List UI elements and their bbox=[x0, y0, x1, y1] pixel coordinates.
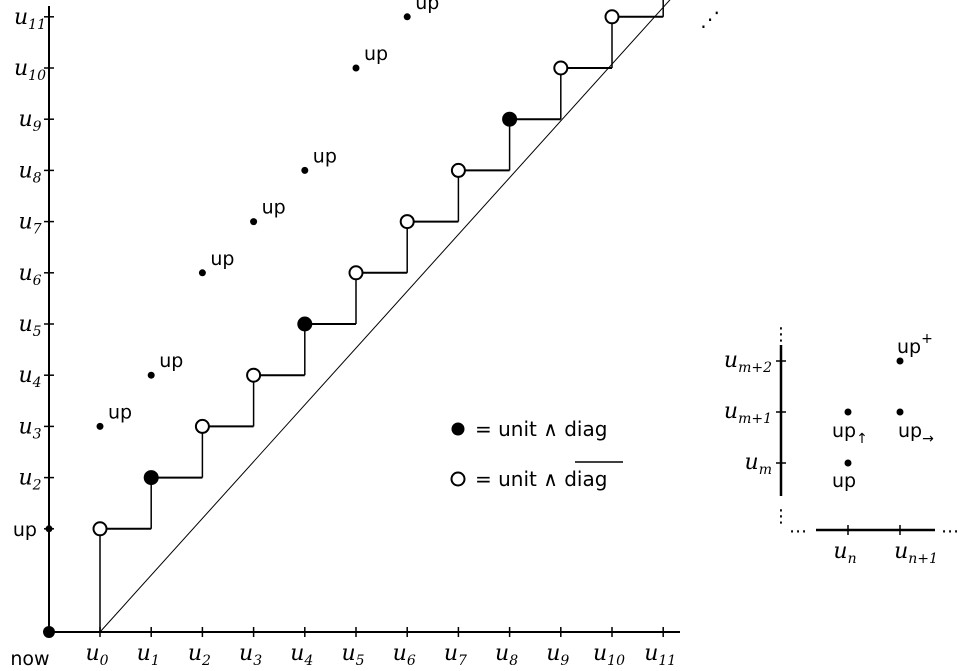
up-dot bbox=[45, 525, 53, 533]
x-tick-label: u6 bbox=[393, 641, 416, 669]
y-tick-label: u2 bbox=[18, 466, 41, 494]
up-dot bbox=[147, 371, 155, 379]
x-tick-label: u5 bbox=[341, 641, 364, 669]
filled-point bbox=[143, 470, 159, 486]
inset-vdots-top: ⋮ bbox=[772, 324, 790, 345]
inset-up-plus-dot bbox=[896, 357, 904, 365]
up-dot-label: up bbox=[108, 401, 132, 423]
y-tick-label: u5 bbox=[18, 312, 41, 340]
y-tick-label: u9 bbox=[18, 107, 41, 135]
up-dot-label: up bbox=[159, 350, 183, 372]
up-dot-label: up bbox=[415, 0, 439, 14]
filled-point bbox=[502, 111, 518, 127]
inset-up-plus-label: up+ bbox=[897, 331, 933, 358]
inset-up-up-dot bbox=[844, 408, 852, 416]
y-label-up: up bbox=[13, 519, 37, 541]
inset-up-dot bbox=[844, 459, 852, 467]
up-dot bbox=[96, 422, 104, 430]
up-dot bbox=[301, 166, 309, 174]
hollow-point bbox=[246, 367, 262, 383]
x-tick-label: u8 bbox=[495, 641, 518, 669]
inset-y-label: um+2 bbox=[724, 348, 772, 376]
up-dot-label: up bbox=[210, 248, 234, 270]
diagonal-ellipsis: ⋰ bbox=[700, 7, 720, 31]
origin-label: now bbox=[10, 648, 49, 670]
main-axes bbox=[43, 6, 680, 638]
hollow-point bbox=[604, 9, 620, 25]
x-tick-label: u11 bbox=[644, 641, 676, 669]
main-diagonal: ⋰ bbox=[99, 0, 720, 633]
inset-up-right-label: up→ bbox=[898, 420, 934, 447]
x-tick-label: u4 bbox=[290, 641, 313, 669]
legend-hollow-marker bbox=[450, 471, 466, 487]
up-dot bbox=[352, 64, 360, 72]
legend-filled-marker bbox=[451, 422, 465, 436]
y-tick-label: u6 bbox=[18, 261, 41, 289]
hollow-point bbox=[348, 265, 364, 281]
inset-y-label: um bbox=[745, 450, 772, 478]
inset-hdots-left: ⋯ bbox=[789, 521, 807, 542]
inset-up-right-dot bbox=[896, 408, 904, 416]
inset-x-label: un bbox=[833, 539, 856, 567]
y-tick-label: u11 bbox=[14, 5, 46, 33]
up-dot bbox=[403, 13, 411, 21]
inset-up-label: up bbox=[832, 470, 856, 492]
inset-vdots-bottom: ⋮ bbox=[772, 506, 790, 527]
hollow-point bbox=[553, 60, 569, 76]
y-tick-label: u3 bbox=[18, 414, 41, 442]
main-staircase bbox=[92, 0, 664, 632]
up-dot-label: up bbox=[262, 197, 286, 219]
y-tick-label: u8 bbox=[18, 158, 41, 186]
inset-x-label: un+1 bbox=[894, 539, 938, 567]
inset-y-label: um+1 bbox=[724, 399, 772, 427]
hollow-point bbox=[92, 521, 108, 537]
x-tick-label: u7 bbox=[444, 641, 467, 669]
hollow-point bbox=[194, 418, 210, 434]
up-dot-label: up bbox=[364, 43, 388, 65]
x-tick-label: u9 bbox=[546, 641, 569, 669]
inset-up-up-label: up↑ bbox=[832, 420, 868, 447]
x-tick-label: u10 bbox=[593, 641, 625, 669]
up-dot bbox=[198, 269, 206, 277]
x-tick-label: u2 bbox=[188, 641, 211, 669]
y-tick-label: u4 bbox=[18, 363, 41, 391]
main-up-dots: upupupupupupupup bbox=[45, 0, 439, 533]
y-tick-label: u7 bbox=[18, 210, 41, 238]
origin-dot bbox=[43, 626, 55, 638]
hollow-point bbox=[450, 162, 466, 178]
main-axis-labels: now up u0 u1 u2 u3 u4 u5 u6 u7 u8 u9 u10 u11 u2 u3 u4 u5 u… bbox=[10, 5, 676, 670]
inset-hdots-right: ⋯ bbox=[941, 521, 959, 542]
up-dot-label: up bbox=[313, 145, 337, 167]
filled-point bbox=[297, 316, 313, 332]
legend-hollow-text: = unit ∧ diag bbox=[475, 467, 607, 491]
x-tick-label: u0 bbox=[85, 641, 108, 669]
x-tick-label: u1 bbox=[137, 641, 160, 669]
legend-filled-text: = unit ∧ diag bbox=[475, 417, 607, 441]
hollow-point bbox=[399, 214, 415, 230]
x-tick-label: u3 bbox=[239, 641, 262, 669]
legend: = unit ∧ diag = unit ∧ diag bbox=[450, 417, 623, 491]
diagonal-line bbox=[99, 0, 671, 633]
y-tick-label: u10 bbox=[14, 56, 46, 84]
up-dot bbox=[250, 218, 258, 226]
